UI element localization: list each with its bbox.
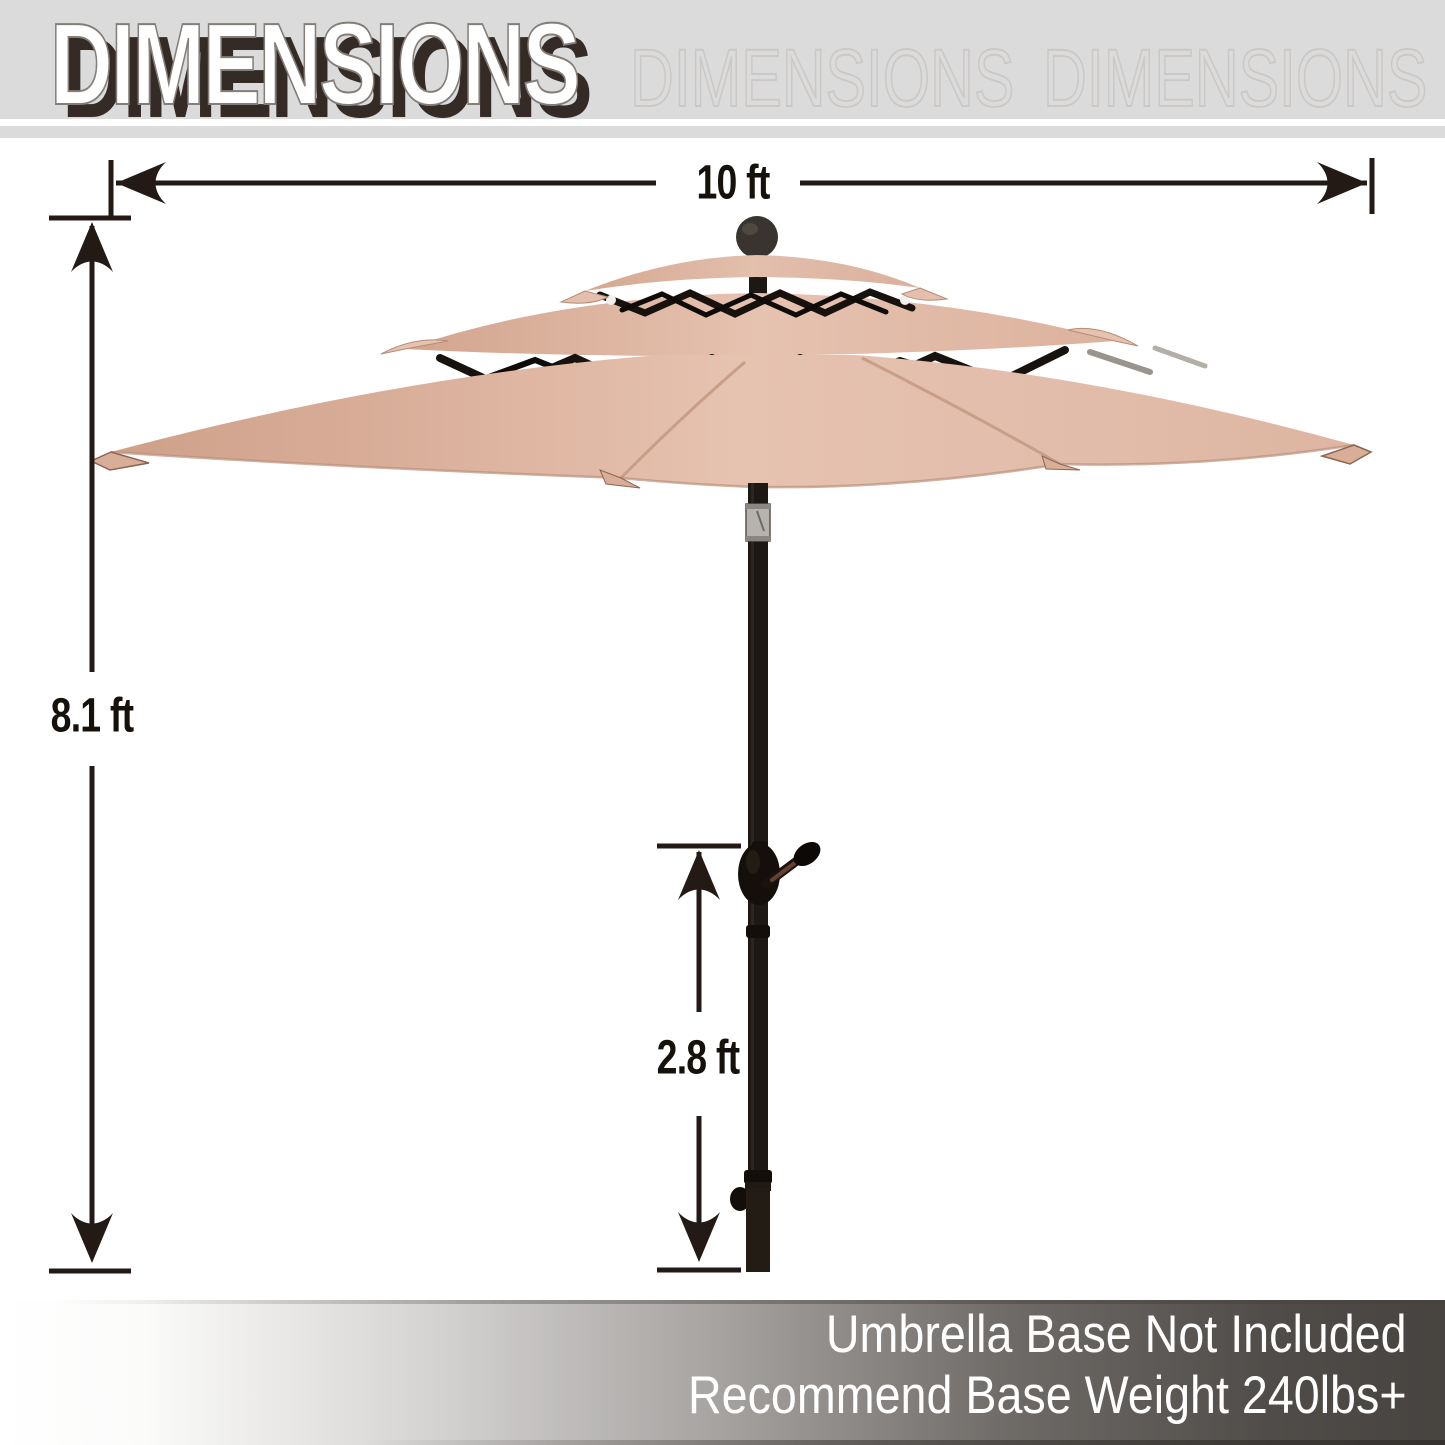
page-title-outline-text: DIMENSIONS xyxy=(49,0,581,119)
width-dimension-label: 10 ft xyxy=(696,156,770,210)
title-watermark-text: DIMENSIONS DIMENSIONS xyxy=(629,33,1428,120)
crank-handle xyxy=(738,841,821,905)
footer-banner: Umbrella Base Not Included Recommend Bas… xyxy=(0,1300,1445,1445)
main-canopy xyxy=(89,355,1373,489)
pole-silver-joint xyxy=(745,503,771,542)
footer-note-line2: Recommend Base Weight 240lbs+ xyxy=(688,1366,1407,1425)
tilt-collar xyxy=(730,1170,772,1272)
pole-joint-ring xyxy=(746,925,770,938)
umbrella-illustration xyxy=(89,216,1373,1272)
page-title: DIMENSIONS DIMENSIONS xyxy=(49,0,750,119)
dimension-annotations xyxy=(49,158,1375,1274)
page-title-shadow-text: DIMENSIONS xyxy=(62,12,593,119)
header-banner-underline xyxy=(0,126,1445,138)
header-banner: DIMENSIONS DIMENSIONS DIMENSIONS DIMENSI… xyxy=(0,0,1445,119)
crank-height-dimension-label: 2.8 ft xyxy=(656,1031,740,1085)
middle-tier-canopy xyxy=(380,293,1139,357)
height-dimension-arrow xyxy=(49,215,131,1274)
height-dimension-label: 8.1 ft xyxy=(50,689,134,743)
width-dimension-arrow xyxy=(108,158,1375,216)
footer-note: Umbrella Base Not Included Recommend Bas… xyxy=(590,1304,1407,1426)
crank-height-dimension-arrow xyxy=(657,843,741,1273)
upper-rib-struts xyxy=(596,288,916,318)
top-tier-canopy xyxy=(559,255,949,304)
footer-note-line1: Umbrella Base Not Included xyxy=(826,1305,1407,1364)
